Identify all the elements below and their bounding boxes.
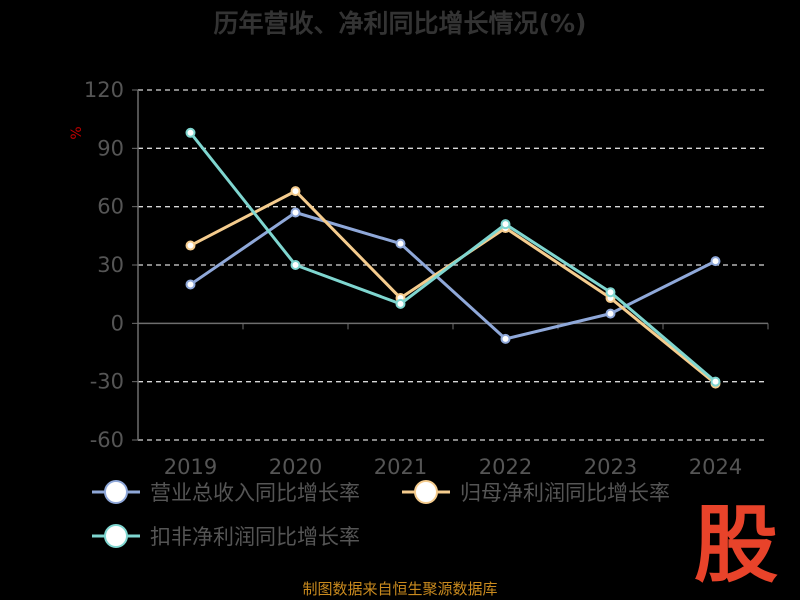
brand-logo: 股 bbox=[693, 496, 778, 594]
data-point bbox=[290, 260, 301, 270]
data-point bbox=[605, 287, 616, 298]
x-tick-label: 2024 bbox=[689, 455, 742, 479]
y-tick-label: 90 bbox=[97, 136, 124, 160]
data-point bbox=[500, 333, 511, 344]
data-point bbox=[500, 219, 511, 230]
source-footer: 制图数据来自恒生聚源数据库 bbox=[302, 580, 498, 598]
x-tick-label: 2019 bbox=[164, 455, 217, 479]
data-point bbox=[395, 298, 406, 309]
legend-label: 归母净利润同比增长率 bbox=[460, 481, 670, 505]
y-tick-label: -30 bbox=[90, 370, 124, 394]
data-point bbox=[395, 238, 406, 249]
y-tick-label: 0 bbox=[111, 311, 124, 335]
x-tick-label: 2020 bbox=[269, 455, 322, 479]
x-tick-label: 2021 bbox=[374, 455, 427, 479]
legend-label: 扣非净利润同比增长率 bbox=[150, 525, 360, 549]
legend-marker bbox=[414, 480, 438, 504]
y-tick-label: 120 bbox=[84, 78, 124, 102]
x-tick-label: 2023 bbox=[584, 455, 637, 479]
data-point bbox=[290, 186, 301, 197]
y-tick-label: -60 bbox=[90, 428, 124, 452]
series-line bbox=[189, 131, 717, 383]
data-point bbox=[710, 256, 721, 267]
y-tick-label: 30 bbox=[97, 253, 124, 277]
legend-marker bbox=[104, 480, 128, 504]
series-line bbox=[189, 189, 717, 385]
y-axis-unit-label: % bbox=[69, 126, 85, 139]
chart-title: 历年营收、净利同比增长情况(%) bbox=[214, 9, 587, 38]
x-tick-label: 2022 bbox=[479, 455, 532, 479]
series-line bbox=[189, 211, 717, 341]
data-point bbox=[710, 376, 721, 387]
data-point bbox=[290, 207, 301, 218]
y-tick-label: 60 bbox=[97, 195, 124, 219]
legend-label: 营业总收入同比增长率 bbox=[150, 481, 360, 505]
data-point bbox=[185, 127, 196, 138]
legend-marker bbox=[104, 524, 128, 548]
data-point bbox=[605, 308, 616, 319]
data-point bbox=[185, 279, 196, 290]
data-point bbox=[185, 240, 196, 251]
